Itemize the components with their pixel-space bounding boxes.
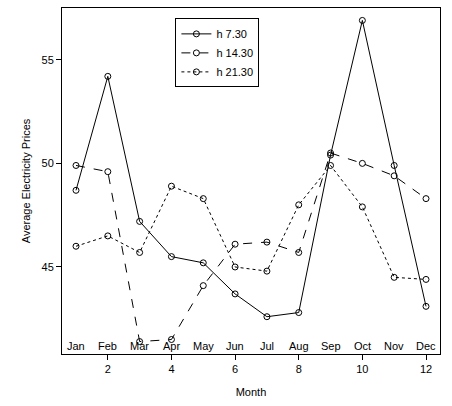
svg-text:Oct: Oct <box>354 340 371 352</box>
svg-text:4: 4 <box>168 363 174 375</box>
svg-text:55: 55 <box>42 54 54 66</box>
svg-text:45: 45 <box>42 261 54 273</box>
svg-text:h 21.30: h 21.30 <box>216 66 253 78</box>
svg-text:12: 12 <box>420 363 432 375</box>
svg-text:Jan: Jan <box>67 340 85 352</box>
svg-text:2: 2 <box>105 363 111 375</box>
svg-text:h 14.30: h 14.30 <box>216 47 253 59</box>
svg-text:Month: Month <box>236 386 267 398</box>
svg-text:10: 10 <box>356 363 368 375</box>
svg-text:Feb: Feb <box>98 340 117 352</box>
svg-text:Sep: Sep <box>321 340 341 352</box>
svg-text:Nov: Nov <box>384 340 404 352</box>
svg-text:Jul: Jul <box>260 340 274 352</box>
svg-text:Dec: Dec <box>416 340 436 352</box>
svg-text:Aug: Aug <box>289 340 309 352</box>
svg-text:Jun: Jun <box>226 340 244 352</box>
svg-text:Average Electricity Prices: Average Electricity Prices <box>20 118 32 243</box>
svg-text:May: May <box>193 340 214 352</box>
svg-text:6: 6 <box>232 363 238 375</box>
svg-text:50: 50 <box>42 157 54 169</box>
svg-text:Mar: Mar <box>130 340 149 352</box>
svg-text:h 7.30: h 7.30 <box>216 28 247 40</box>
svg-text:Apr: Apr <box>163 340 180 352</box>
svg-text:8: 8 <box>296 363 302 375</box>
